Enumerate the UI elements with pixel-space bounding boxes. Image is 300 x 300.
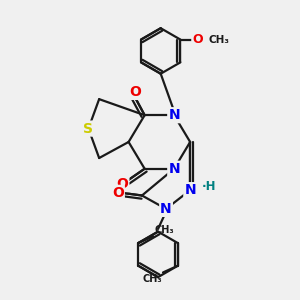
Text: N: N <box>168 162 180 176</box>
Text: CH₃: CH₃ <box>142 274 162 284</box>
Text: O: O <box>112 186 124 200</box>
Text: S: S <box>83 122 93 136</box>
Text: ·H: ·H <box>202 180 217 193</box>
Text: O: O <box>129 85 141 99</box>
Text: CH₃: CH₃ <box>154 225 174 235</box>
Text: N: N <box>168 108 180 122</box>
Text: N: N <box>184 183 196 197</box>
Text: O: O <box>116 177 128 191</box>
Text: N: N <box>160 202 172 216</box>
Text: CH₃: CH₃ <box>208 34 230 45</box>
Text: O: O <box>192 33 203 46</box>
